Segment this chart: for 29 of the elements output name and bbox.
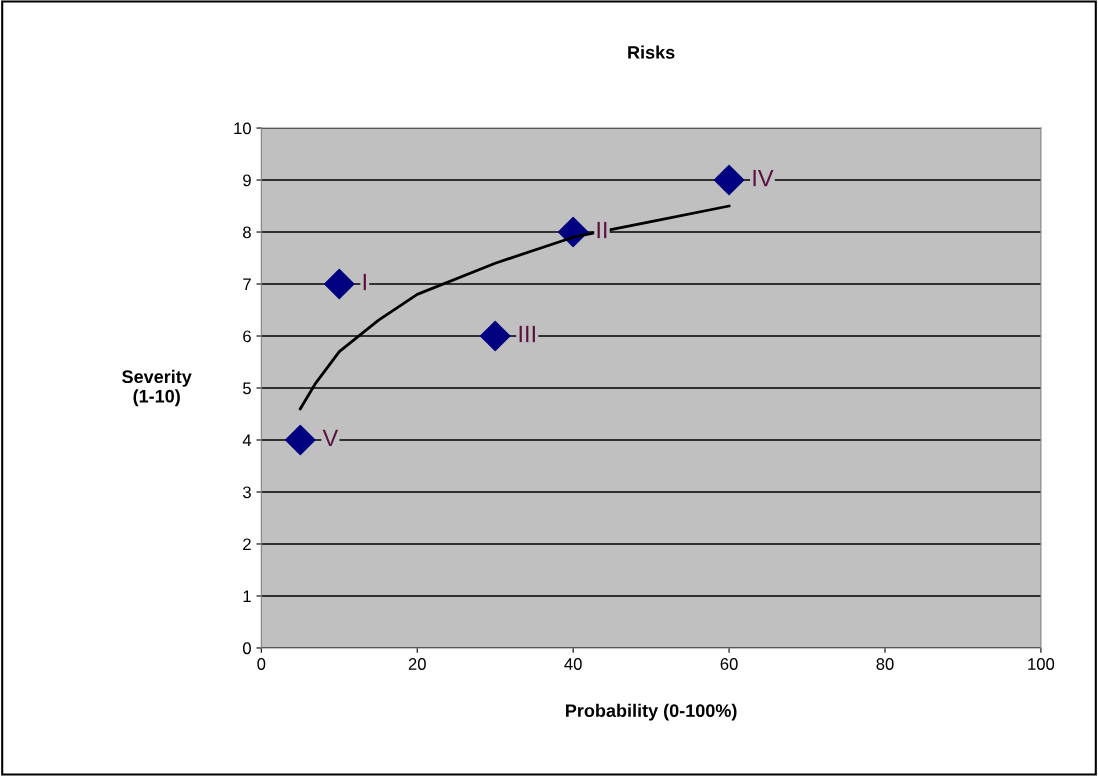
- point: [713, 164, 745, 196]
- x-tick-label: 80: [876, 658, 894, 670]
- x-tick-label: 60: [720, 658, 738, 670]
- point: [285, 424, 316, 456]
- chart-title: Risks: [628, 45, 675, 59]
- annotation: III: [519, 325, 535, 343]
- y-tick-label: 5: [243, 382, 251, 395]
- y-tick-label: 2: [243, 538, 251, 551]
- y-tick-label: 3: [242, 486, 251, 499]
- x-tick-label: 40: [564, 658, 582, 670]
- annotation: I: [363, 273, 366, 291]
- annotation: II: [597, 221, 607, 239]
- y-tick-label: 10: [234, 122, 251, 135]
- y-tick-label: 1: [243, 590, 251, 603]
- y-axis-title: Severity (1-10): [122, 369, 192, 407]
- y-tick-label: 7: [243, 278, 251, 291]
- x-axis-title: Probability (0-100%): [566, 703, 737, 721]
- annotation: IV: [753, 169, 774, 187]
- point: [324, 268, 355, 300]
- y-tick-label: 4: [242, 434, 252, 447]
- x-tick-label: 0: [257, 658, 266, 670]
- point: [479, 320, 511, 352]
- x-tick-label: 20: [408, 658, 426, 670]
- annotation: V: [322, 429, 339, 447]
- y-tick-label: 9: [243, 174, 251, 187]
- y-tick-label: 8: [243, 226, 251, 239]
- y-tick-label: 6: [243, 330, 251, 343]
- x-tick-label: 100: [1028, 658, 1055, 670]
- y-tick-label: 0: [242, 642, 251, 655]
